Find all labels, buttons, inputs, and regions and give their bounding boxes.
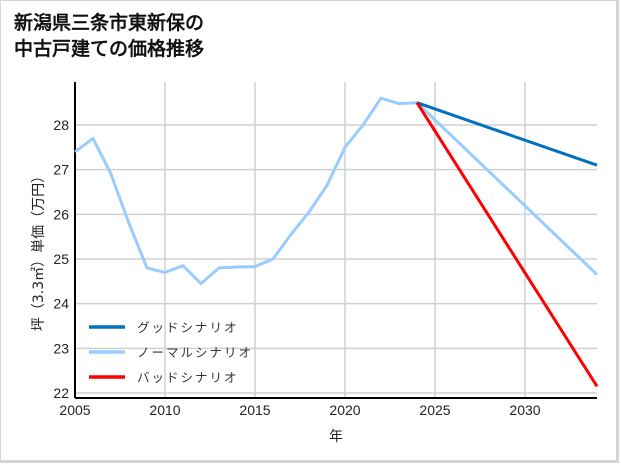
- y-tick-label: 24: [53, 296, 69, 312]
- chart-title-line1: 新潟県三条市東新保の: [14, 12, 205, 34]
- y-tick-label: 22: [53, 385, 69, 401]
- legend-label: グッドシナリオ: [137, 320, 239, 335]
- series-line-good: [416, 101, 598, 167]
- x-tick-label: 2015: [239, 402, 270, 418]
- y-tick-label: 23: [53, 340, 69, 356]
- legend-label: ノーマルシナリオ: [137, 345, 253, 360]
- legend-label: バッドシナリオ: [137, 370, 239, 385]
- x-tick-label: 2030: [509, 402, 540, 418]
- series-line-bad: [415, 101, 599, 388]
- y-tick-label: 27: [53, 162, 69, 178]
- y-axis-label: 坪（3.3㎡）単価（万円）: [31, 169, 47, 331]
- chart-title: 新潟県三条市東新保の 中古戸建ての価格推移: [14, 10, 204, 62]
- y-tick-label: 25: [53, 251, 69, 267]
- y-tick-label: 28: [53, 117, 69, 133]
- x-tick-label: 2025: [419, 402, 450, 418]
- x-tick-label: 2020: [329, 402, 360, 418]
- chart-title-line2: 中古戸建ての価格推移: [14, 38, 205, 60]
- y-tick-label: 26: [53, 206, 69, 222]
- x-tick-label: 2010: [149, 402, 180, 418]
- series-line-normal: [74, 96, 599, 286]
- x-axis-label: 年: [329, 429, 343, 445]
- x-tick-label: 2005: [59, 402, 90, 418]
